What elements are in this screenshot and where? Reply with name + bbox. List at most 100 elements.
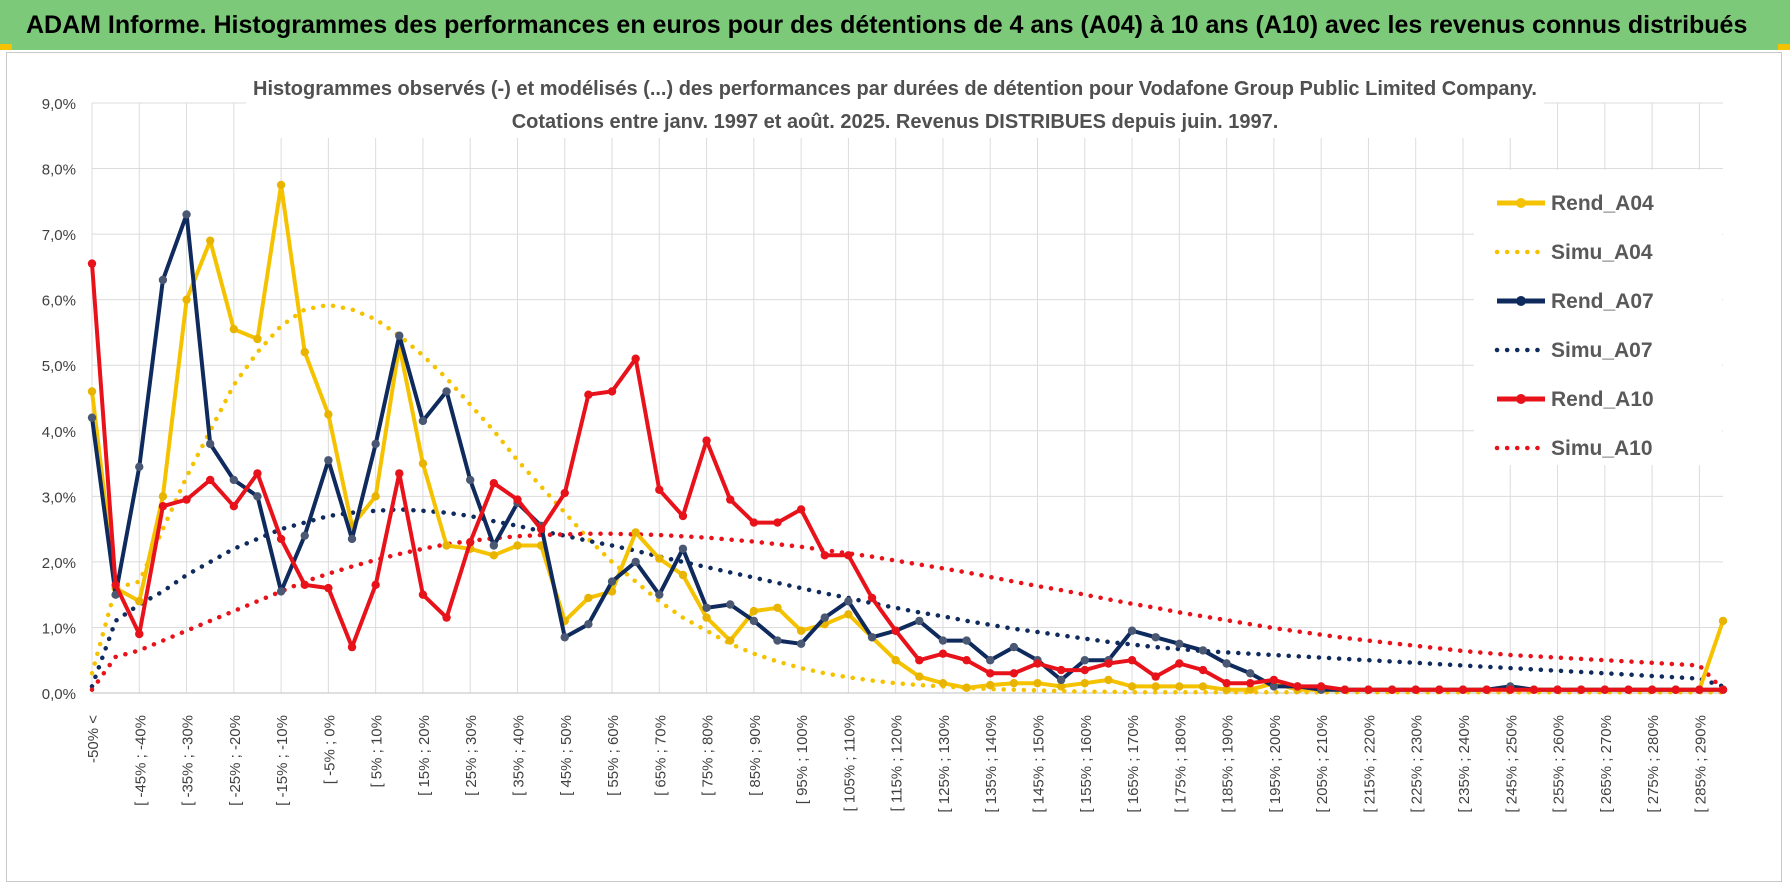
data-point-rend-a07 (1151, 633, 1160, 642)
data-point-rend-a10 (1151, 672, 1160, 681)
data-point-rend-a04 (726, 636, 735, 645)
data-point-rend-a04 (796, 626, 806, 635)
data-point-rend-a10 (796, 505, 806, 514)
x-tick-label: [ -15% ; -10% (274, 715, 291, 806)
data-point-rend-a10 (773, 518, 782, 527)
data-point-rend-a04 (442, 541, 451, 550)
legend-item-rend-a07: Rend_A07 (1497, 290, 1654, 313)
y-tick-label: 5,0% (42, 358, 76, 375)
data-point-rend-a07 (702, 603, 711, 612)
series-simu-a04 (89, 302, 1726, 695)
legend-background (1474, 170, 1722, 465)
data-point-rend-a04 (182, 295, 191, 304)
data-point-rend-a04 (1151, 682, 1160, 691)
data-point-rend-a10 (1647, 685, 1657, 694)
data-point-rend-a10 (205, 475, 215, 485)
data-point-rend-a07 (182, 210, 191, 219)
data-point-rend-a10 (1340, 685, 1349, 694)
data-point-rend-a10 (1033, 659, 1042, 668)
legend-item-rend-a04: Rend_A04 (1497, 192, 1654, 215)
data-point-rend-a10 (1222, 678, 1231, 688)
data-point-rend-a07 (418, 416, 428, 426)
x-tick-label: [ 285% ; 290% (1692, 715, 1709, 813)
y-tick-label: 8,0% (42, 162, 76, 179)
data-point-rend-a04 (773, 603, 782, 612)
y-tick-label: 1,0% (42, 620, 76, 637)
data-point-rend-a04 (489, 551, 499, 560)
data-point-rend-a10 (749, 518, 759, 527)
data-point-rend-a10 (607, 387, 617, 396)
data-point-rend-a04 (986, 680, 995, 690)
x-tick-label: [ -5% ; 0% (321, 715, 338, 784)
data-point-rend-a04 (229, 324, 239, 334)
series-layer (87, 180, 1728, 695)
legend-label: Simu_A04 (1551, 241, 1653, 264)
x-tick-label: [ 125% ; 130% (936, 715, 953, 813)
series-simu-a10 (89, 531, 1726, 692)
x-tick-label: [ 35% ; 40% (510, 715, 527, 796)
data-point-rend-a10 (1576, 685, 1586, 694)
data-point-rend-a10 (1127, 656, 1137, 665)
x-tick-label: [ 45% ; 50% (558, 715, 575, 796)
x-tick-label: [ 245% ; 250% (1503, 715, 1520, 813)
data-point-rend-a07 (87, 413, 97, 422)
data-point-rend-a10 (1009, 669, 1019, 678)
data-point-rend-a10 (655, 485, 664, 494)
data-point-rend-a07 (300, 531, 309, 540)
data-point-rend-a10 (1411, 685, 1420, 694)
data-point-rend-a10 (962, 656, 971, 665)
data-point-rend-a04 (513, 541, 522, 550)
x-tick-label: [ 135% ; 140% (983, 715, 1000, 813)
data-point-rend-a10 (1080, 665, 1089, 675)
data-point-rend-a04 (891, 656, 900, 665)
data-point-rend-a10 (324, 583, 333, 593)
data-point-rend-a10 (489, 479, 499, 488)
data-point-rend-a04 (1246, 685, 1255, 694)
data-point-rend-a10 (1316, 682, 1326, 691)
data-point-rend-a10 (253, 469, 262, 478)
data-point-rend-a04 (87, 387, 97, 396)
legend-label: Simu_A10 (1551, 437, 1653, 460)
x-tick-label: [ 5% ; 10% (369, 715, 386, 788)
data-point-rend-a04 (1175, 682, 1184, 691)
data-point-rend-a10 (1269, 675, 1279, 685)
data-point-rend-a07 (1222, 659, 1231, 668)
data-point-rend-a10 (1529, 685, 1539, 694)
data-point-rend-a04 (1009, 678, 1019, 688)
data-point-rend-a10 (513, 495, 522, 504)
data-point-rend-a04 (1198, 682, 1208, 691)
data-point-rend-a04 (418, 459, 428, 468)
legend-label: Simu_A07 (1551, 339, 1653, 362)
data-point-rend-a07 (1175, 639, 1184, 649)
x-tick-label: [ 75% ; 80% (700, 715, 717, 796)
y-tick-label: 3,0% (42, 489, 76, 506)
legend-item-simu-a07: Simu_A07 (1494, 339, 1653, 362)
data-point-rend-a10 (1624, 685, 1633, 694)
legend-swatch-marker (1516, 198, 1526, 208)
data-point-rend-a10 (158, 501, 168, 511)
data-point-rend-a10 (938, 649, 948, 658)
data-point-rend-a07 (442, 387, 451, 396)
x-tick-label: -50% < (85, 715, 102, 763)
data-point-rend-a10 (1364, 685, 1373, 694)
data-point-rend-a07 (796, 639, 806, 649)
data-point-rend-a07 (607, 577, 617, 586)
data-point-rend-a07 (205, 439, 215, 449)
x-tick-label: [ 265% ; 270% (1598, 715, 1615, 813)
x-tick-label: [ 165% ; 170% (1125, 715, 1142, 813)
legend-label: Rend_A10 (1551, 388, 1654, 411)
data-point-rend-a04 (158, 492, 168, 501)
x-tick-label: [ 205% ; 210% (1314, 715, 1331, 813)
data-point-rend-a10 (395, 469, 404, 478)
data-point-rend-a10 (702, 436, 711, 445)
series-line-simu-a07 (89, 507, 1726, 689)
data-point-rend-a07 (655, 590, 664, 599)
data-point-rend-a10 (1695, 685, 1704, 694)
data-point-rend-a07 (347, 534, 357, 544)
data-point-rend-a10 (726, 495, 735, 504)
legend-item-rend-a10: Rend_A10 (1497, 388, 1654, 411)
data-point-rend-a10 (418, 590, 428, 599)
legend-label: Rend_A07 (1551, 290, 1654, 313)
x-tick-label: [ 275% ; 280% (1645, 715, 1662, 813)
